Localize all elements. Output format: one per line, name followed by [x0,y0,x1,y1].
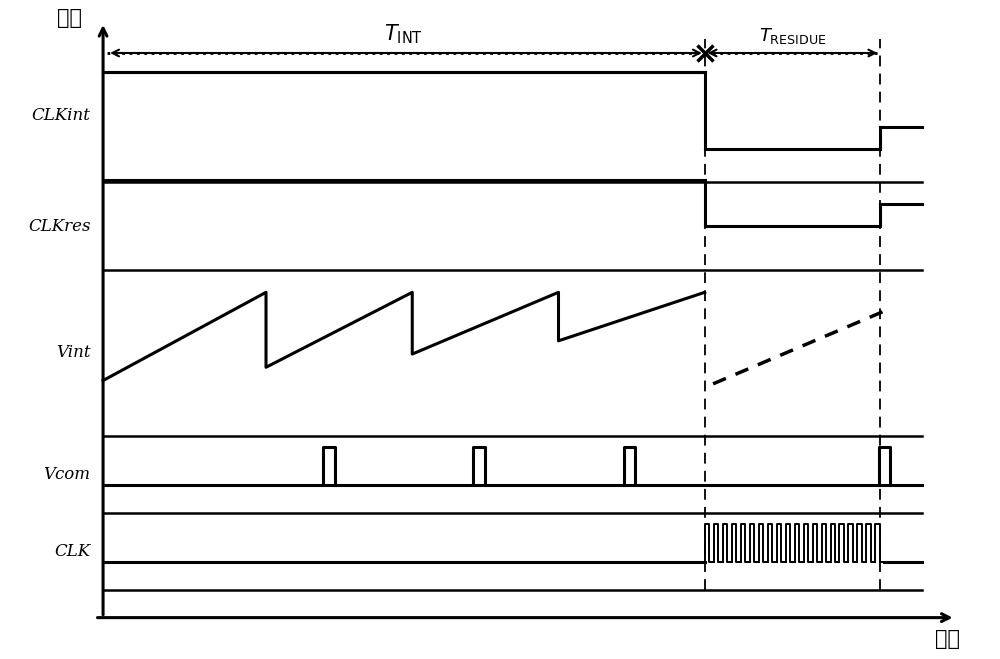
Text: CLKres: CLKres [28,217,91,235]
Text: Vint: Vint [56,345,91,361]
Text: CLK: CLK [54,543,91,560]
Text: Vcom: Vcom [44,466,91,483]
Text: 幅値: 幅値 [57,8,82,28]
Text: 时间: 时间 [935,629,960,648]
Text: $\mathit{T}_{\mathrm{INT}}$: $\mathit{T}_{\mathrm{INT}}$ [384,23,423,46]
Text: $\mathit{T}_{\mathrm{RESIDUE}}$: $\mathit{T}_{\mathrm{RESIDUE}}$ [759,26,826,46]
Text: CLKint: CLKint [32,107,91,125]
